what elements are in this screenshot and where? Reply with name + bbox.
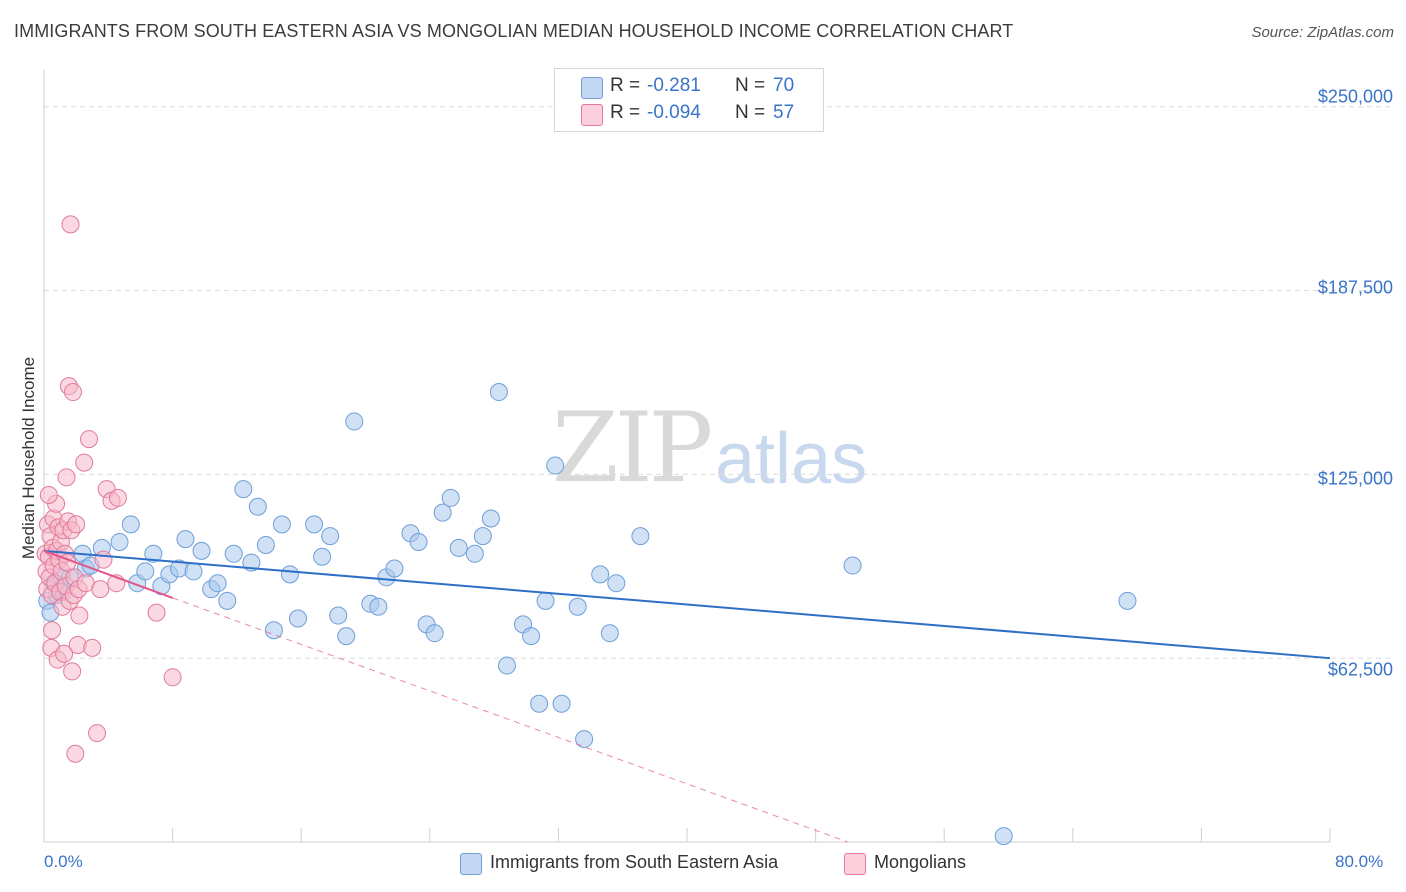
data-point-immigrants — [536, 591, 555, 610]
data-point-immigrants — [1118, 591, 1137, 610]
data-point-mongolians — [43, 621, 62, 640]
data-point-mongolians — [70, 606, 89, 625]
legend-n-value: 70 — [773, 75, 795, 96]
data-point-immigrants — [425, 624, 444, 643]
data-point-mongolians — [94, 550, 113, 569]
watermark-zip: ZIP — [552, 392, 713, 504]
data-point-mongolians — [63, 662, 82, 681]
legend-n-value: 57 — [773, 102, 795, 123]
data-point-mongolians — [83, 638, 102, 657]
legend-label-mongolians: Mongolians — [874, 852, 967, 872]
data-point-immigrants — [264, 621, 283, 640]
legend-n-label: N = — [735, 102, 766, 123]
source-label: Source: ZipAtlas.com — [1251, 24, 1394, 41]
data-point-immigrants — [607, 574, 626, 593]
data-point-immigrants — [224, 544, 243, 563]
data-point-immigrants — [144, 544, 163, 563]
data-point-immigrants — [465, 544, 484, 563]
data-point-immigrants — [497, 656, 516, 675]
data-point-immigrants — [305, 515, 324, 534]
data-point-mongolians — [163, 668, 182, 687]
data-point-mongolians — [68, 635, 87, 654]
data-point-immigrants — [522, 627, 541, 646]
data-point-immigrants — [184, 562, 203, 581]
data-point-immigrants — [121, 515, 140, 534]
data-point-mongolians — [63, 383, 82, 402]
data-point-immigrants — [272, 515, 291, 534]
data-point-immigrants — [433, 503, 452, 522]
data-point-immigrants — [575, 730, 594, 749]
data-point-mongolians — [66, 744, 85, 763]
correlation-legend: R = -0.281 N = 70 R = -0.094 N = 57 — [554, 68, 824, 132]
data-point-immigrants — [321, 527, 340, 546]
data-point-immigrants — [473, 527, 492, 546]
y-tick-label: $125,000 — [1317, 468, 1393, 489]
data-point-immigrants — [192, 541, 211, 560]
data-point-mongolians — [91, 580, 110, 599]
data-point-immigrants — [256, 535, 275, 554]
data-point-immigrants — [385, 559, 404, 578]
legend-r-value: -0.281 — [647, 75, 701, 96]
data-point-mongolians — [108, 488, 127, 507]
data-point-mongolians — [55, 644, 74, 663]
legend-r-value: -0.094 — [647, 102, 701, 123]
data-point-mongolians — [80, 430, 99, 449]
legend-r-label: R = — [610, 75, 641, 96]
legend-n-label: N = — [735, 75, 766, 96]
data-point-immigrants — [110, 533, 129, 552]
legend-r-label: R = — [610, 102, 641, 123]
data-point-immigrants — [843, 556, 862, 575]
chart-title: IMMIGRANTS FROM SOUTH EASTERN ASIA VS MO… — [14, 21, 1014, 41]
data-point-mongolians — [75, 453, 94, 472]
data-point-immigrants — [994, 827, 1013, 846]
data-point-immigrants — [248, 497, 267, 516]
y-tick-label: $187,500 — [1317, 277, 1393, 298]
data-point-immigrants — [600, 624, 619, 643]
data-point-immigrants — [280, 565, 299, 584]
data-point-immigrants — [218, 591, 237, 610]
data-point-immigrants — [530, 694, 549, 713]
data-point-immigrants — [313, 547, 332, 566]
trend-line-mongolians — [43, 549, 173, 599]
data-point-immigrants — [208, 574, 227, 593]
x-tick-label-min: 0.0% — [44, 852, 83, 871]
data-point-immigrants — [369, 597, 388, 616]
data-point-mongolians — [61, 215, 80, 234]
data-point-mongolians — [147, 603, 166, 622]
data-point-immigrants — [552, 694, 571, 713]
y-axis-label: Median Household Income — [19, 356, 38, 560]
data-point-immigrants — [337, 627, 356, 646]
data-point-immigrants — [409, 533, 428, 552]
data-point-immigrants — [568, 597, 587, 616]
data-point-immigrants — [176, 530, 195, 549]
trend-line-immigrants — [43, 549, 1331, 660]
data-point-immigrants — [234, 480, 253, 499]
trend-line-mongolians-extension — [172, 597, 848, 843]
data-point-mongolians — [39, 485, 58, 504]
data-point-immigrants — [345, 412, 364, 431]
data-point-immigrants — [546, 456, 565, 475]
data-point-mongolians — [88, 724, 107, 743]
legend-swatch-blue — [581, 77, 603, 99]
y-tick-label: $250,000 — [1317, 86, 1393, 107]
data-point-immigrants — [631, 527, 650, 546]
legend-swatch-pink — [844, 853, 866, 875]
y-tick-label: $62,500 — [1327, 659, 1393, 680]
legend-swatch-blue — [460, 853, 482, 875]
data-point-immigrants — [136, 562, 155, 581]
data-point-immigrants — [329, 606, 348, 625]
data-point-immigrants — [481, 509, 500, 528]
data-point-mongolians — [67, 515, 86, 534]
legend-label-immigrants: Immigrants from South Eastern Asia — [490, 852, 779, 872]
watermark-atlas: atlas — [715, 419, 868, 499]
data-point-immigrants — [591, 565, 610, 584]
x-tick-label-max: 80.0% — [1335, 852, 1384, 871]
data-point-immigrants — [489, 383, 508, 402]
legend-swatch-pink — [581, 104, 603, 126]
data-point-immigrants — [288, 609, 307, 628]
data-point-mongolians — [57, 468, 76, 487]
data-point-immigrants — [441, 488, 460, 507]
data-point-immigrants — [449, 538, 468, 557]
